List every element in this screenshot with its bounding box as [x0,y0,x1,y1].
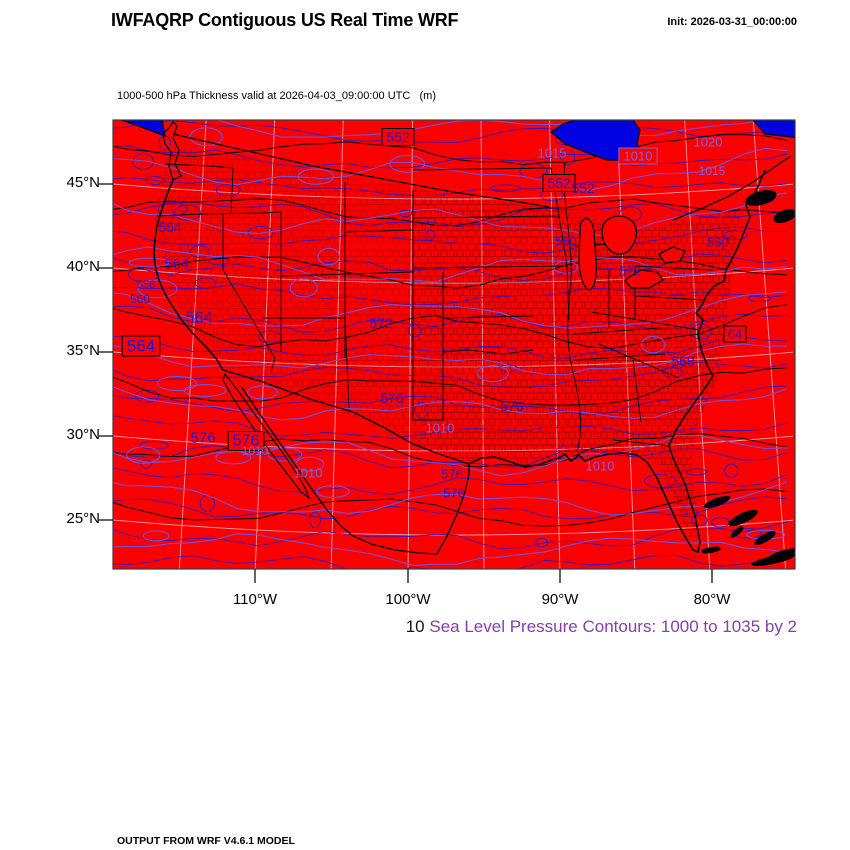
slp-contour-label: 1010 [242,444,269,458]
slp-contour-note: Sea Level Pressure Contours: 1000 to 103… [429,617,797,636]
slp-contour-label: 1010 [586,459,615,474]
lake-erie [624,269,664,289]
thickness-contour-label: 552 [571,180,595,196]
thickness-contour-label: 564 [186,310,213,327]
thickness-contour-label: 560 [707,235,729,250]
thickness-contour-label: 576 [441,467,463,482]
thickness-contour-label: 576 [190,430,215,447]
slp-contour-label: 1015 [699,164,726,178]
islands [701,190,795,567]
slp-contour-label: 1020 [694,135,723,150]
thickness-contour-label: 576 [500,398,524,414]
slp-contours [113,120,788,566]
lat-axis-label: 25°N [66,510,100,527]
lake-huron [601,215,638,255]
thickness-contour-label: 560 [555,234,577,249]
lon-axis-label: 100°W [385,591,431,608]
page-title: IWFAQRP Contiguous US Real Time WRF [111,10,459,30]
lon-axis-label: 110°W [232,591,278,608]
model-info-line1: OUTPUT FROM WRF V4.6.1 MODEL [117,835,295,847]
lon-axis-label: 80°W [693,591,731,608]
lat-axis-label: 40°N [66,258,100,275]
axis-ticks [99,183,713,583]
thickness-contours [113,120,788,569]
lat-axis-label: 45°N [66,174,100,191]
lake-michigan [578,218,597,291]
lat-axis-label: 35°N [66,342,100,359]
contour-interval-value: 10 [405,617,425,636]
thickness-contour-label: 564 [158,219,182,235]
model-info: OUTPUT FROM WRF V4.6.1 MODEL WE = 580 ; … [117,809,545,850]
subtitle-thickness-1: 1000-500 hPa Thickness valid at 2026-04-… [117,90,436,103]
lat-axis-label: 30°N [66,426,100,443]
thickness-contour-label: 552 [386,129,410,145]
thickness-contour-label: 64 [728,327,742,342]
thickness-contour-label: 556 [137,279,155,291]
slp-contour-label: 1010 [294,466,323,481]
lake-ontario [658,246,686,264]
strait-juan-de-fuca [120,120,166,137]
thickness-contour-label: 560 [130,292,150,306]
thickness-contour-label: 552 [547,175,571,191]
init-time-label: Init: 2026-03-31_00:00:00 [667,16,797,28]
st-lawrence-water [752,120,795,139]
geography [153,121,792,555]
thickness-contour-label: 572 [619,264,641,279]
thickness-contour-label: 564 [164,256,189,273]
lon-axis-label: 90°W [541,591,579,608]
thickness-contour-label: 576 [443,486,465,501]
thickness-contour-label: 568 [671,353,695,369]
thickness-contour-label: 576 [380,390,404,406]
slp-contour-label: 1010 [624,149,653,164]
slp-contour-label: 1015 [538,146,567,161]
thickness-contour-label: 576 [233,433,260,450]
thickness-contour-label: 572 [369,315,393,331]
thickness-contour-label: 564 [127,337,155,356]
slp-contour-label: 1010 [426,421,455,436]
contour-note: 10 Sea Level Pressure Contours: 1000 to … [406,617,797,637]
map-frame [112,119,796,570]
